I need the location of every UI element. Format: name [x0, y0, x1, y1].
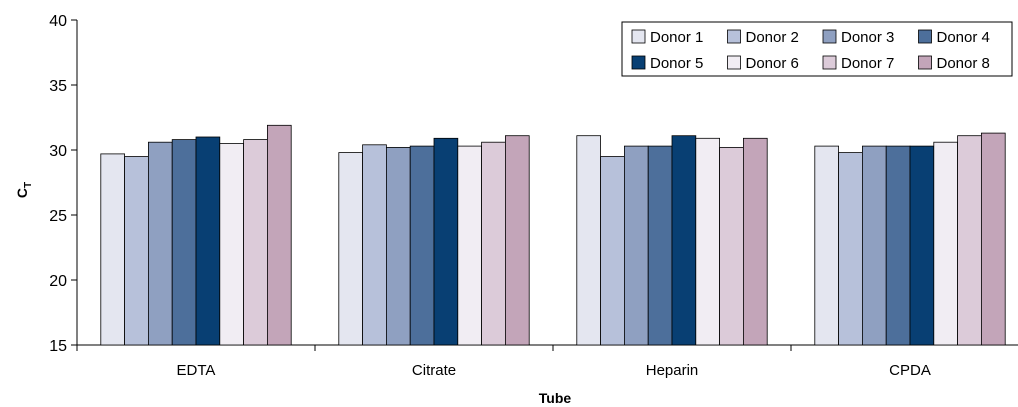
- bar: [909, 145, 935, 346]
- bar: [957, 135, 982, 346]
- y-tick-label: 30: [49, 143, 67, 160]
- x-tick-label: EDTA: [177, 362, 216, 379]
- legend-box: [621, 21, 1013, 77]
- bar: [504, 135, 530, 346]
- bar: [171, 139, 197, 346]
- bar: [862, 145, 887, 346]
- bar: [243, 139, 268, 346]
- bar: [266, 124, 292, 346]
- bar: [671, 135, 697, 346]
- bar: [481, 141, 506, 346]
- legend-swatch: [918, 29, 932, 44]
- bar: [457, 145, 482, 346]
- bar: [647, 145, 673, 346]
- legend-label: Donor 4: [937, 29, 990, 46]
- y-tick-label: 40: [49, 13, 67, 30]
- legend: Donor 1 Donor 2 Donor 3 Donor 4 Donor 5 Donor…: [621, 21, 1013, 77]
- legend-swatch: [822, 29, 837, 44]
- y-tick-label: 20: [49, 273, 67, 290]
- bar: [719, 146, 744, 346]
- y-axis-title-subscript: T: [23, 182, 34, 188]
- bar: [981, 132, 1006, 346]
- bar: [338, 152, 363, 346]
- bar: [433, 137, 459, 346]
- legend-swatch: [918, 55, 932, 70]
- legend-label: Donor 6: [746, 55, 799, 72]
- legend-label: Donor 8: [937, 55, 990, 72]
- bar: [385, 146, 411, 346]
- bar: [814, 145, 839, 346]
- legend-label: Donor 2: [746, 29, 799, 46]
- bar: [695, 137, 720, 346]
- bar: [100, 153, 126, 346]
- legend-swatch: [631, 55, 646, 70]
- bar: [885, 145, 911, 346]
- bar: [362, 144, 387, 346]
- bar: [409, 145, 435, 346]
- legend-swatch: [822, 55, 837, 70]
- x-axis: EDTA Citrate Heparin CPDA: [76, 344, 1018, 379]
- bar: [219, 143, 245, 346]
- y-tick-label: 25: [49, 208, 67, 225]
- bar: [147, 141, 173, 346]
- legend-swatch: [727, 29, 741, 44]
- bar: [600, 156, 625, 346]
- bar: [124, 156, 149, 346]
- y-tick-label: 15: [49, 338, 67, 355]
- y-axis-title: CT: [14, 182, 34, 198]
- legend-swatch: [727, 55, 741, 70]
- legend-swatch: [631, 29, 646, 44]
- y-axis: 15 20 25 30 35 40: [49, 13, 78, 355]
- legend-label: Donor 3: [841, 29, 894, 46]
- x-axis-title: Tube: [539, 390, 572, 406]
- legend-label: Donor 1: [650, 29, 703, 46]
- bar: [933, 141, 958, 346]
- x-tick-label: CPDA: [889, 362, 931, 379]
- bars-group: [100, 124, 1006, 346]
- x-tick-label: Citrate: [412, 362, 456, 379]
- bar: [576, 135, 601, 346]
- legend-label: Donor 5: [650, 55, 703, 72]
- bar: [195, 136, 221, 346]
- legend-label: Donor 7: [841, 55, 894, 72]
- x-tick-label: Heparin: [646, 362, 699, 379]
- y-tick-label: 35: [49, 78, 67, 95]
- bar: [624, 145, 649, 346]
- bar: [838, 152, 863, 346]
- bar: [743, 137, 768, 346]
